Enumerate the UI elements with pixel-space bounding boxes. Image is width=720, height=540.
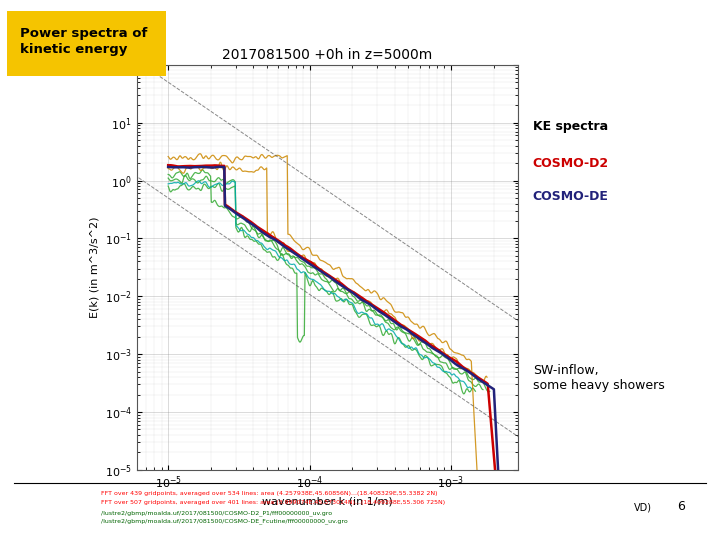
Text: COSMO-D2: COSMO-D2 [533,157,609,171]
Text: /lustre2/gbmp/moalda.uf/2017/081500/COSMO-D2_P1/fff00000000_uv.gro: /lustre2/gbmp/moalda.uf/2017/081500/COSM… [101,510,332,516]
Text: VD): VD) [634,502,652,512]
Text: COSMO-DE: COSMO-DE [533,190,608,203]
Y-axis label: E(k) (in m^3/s^2): E(k) (in m^3/s^2) [89,217,99,318]
Text: /lustre2/gbmp/moalda.uf/2017/081500/COSMO-DE_Fcutine/fff00000000_uv.gro: /lustre2/gbmp/moalda.uf/2017/081500/COSM… [101,519,348,524]
Text: FFT over 507 gridpoints, averaged over 401 lines: area (3.999074E,45.573014N)...: FFT over 507 gridpoints, averaged over 4… [101,500,445,505]
Title: 2017081500 +0h in z=5000m: 2017081500 +0h in z=5000m [222,48,433,62]
X-axis label: wavenumber k (in 1/m): wavenumber k (in 1/m) [262,497,393,507]
Text: 6: 6 [677,500,685,514]
Text: FFT over 439 gridpoints, averaged over 534 lines: area (4.257938E,45.60856N)...(: FFT over 439 gridpoints, averaged over 5… [101,491,437,496]
Text: SW-inflow,
some heavy showers: SW-inflow, some heavy showers [533,364,665,392]
Text: KE spectra: KE spectra [533,119,608,133]
Text: Power spectra of
kinetic energy: Power spectra of kinetic energy [20,28,148,56]
